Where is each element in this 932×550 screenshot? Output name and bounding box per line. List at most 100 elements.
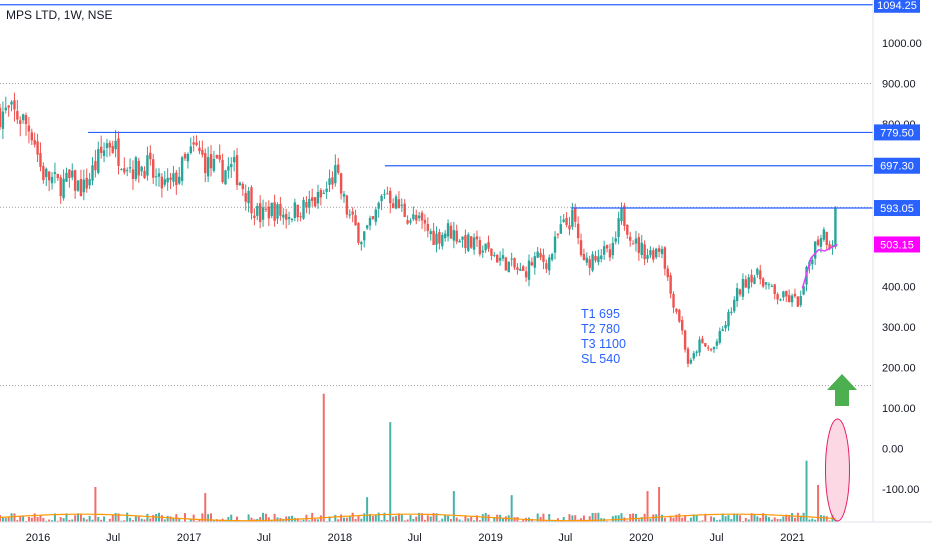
- annotation-line: T1 695: [581, 307, 620, 321]
- candle-body: [565, 217, 568, 225]
- volume-bar: [152, 515, 155, 522]
- volume-bar: [741, 520, 744, 522]
- volume-bar: [293, 517, 296, 522]
- volume-bar: [441, 518, 444, 522]
- volume-bar: [819, 515, 822, 522]
- candle-body: [556, 234, 560, 236]
- candle-body: [423, 219, 427, 224]
- candle-body: [568, 225, 571, 230]
- volume-bar: [562, 517, 565, 522]
- candle-body: [643, 244, 646, 260]
- volume-bar: [802, 512, 805, 522]
- candle-body: [111, 146, 114, 153]
- candle-body: [574, 208, 577, 222]
- candle-body: [446, 223, 450, 237]
- candle-body: [672, 293, 675, 308]
- volume-bar: [403, 520, 406, 522]
- candle-body: [776, 294, 779, 300]
- candle-body: [707, 347, 710, 349]
- volume-bar: [369, 514, 372, 522]
- candle-body: [189, 146, 192, 154]
- candle-body: [224, 170, 227, 185]
- volume-ma: [0, 513, 836, 522]
- candle-body: [287, 217, 291, 220]
- volume-bar: [42, 517, 45, 522]
- candle-body: [279, 203, 282, 216]
- volume-bar: [91, 519, 94, 522]
- candle-body: [741, 279, 745, 297]
- volume-bar: [646, 491, 649, 522]
- candle-body: [553, 236, 557, 253]
- candle-body: [313, 197, 317, 207]
- time-tick-label: 2018: [328, 532, 352, 544]
- candle-body: [660, 249, 664, 255]
- candle-body: [490, 248, 493, 256]
- volume-bar: [262, 512, 265, 522]
- candle-body: [773, 284, 776, 295]
- time-tick-label: Jul: [558, 532, 572, 544]
- candle-body: [204, 153, 207, 174]
- ellipse-shape: [824, 418, 850, 522]
- annotation-line: T2 780: [581, 322, 620, 336]
- volume-bar: [201, 513, 204, 522]
- candle-body: [308, 199, 311, 208]
- volume-bar: [316, 519, 319, 522]
- volume-bar: [747, 519, 750, 522]
- volume-bar: [429, 516, 432, 522]
- candle-body: [426, 223, 430, 231]
- volume-bar: [348, 515, 351, 522]
- candle-body: [420, 212, 424, 221]
- candle-body: [767, 284, 771, 286]
- candle-body: [744, 279, 748, 288]
- volume-bar: [475, 515, 478, 522]
- volume-bar: [449, 519, 452, 522]
- volume-bar: [137, 516, 140, 522]
- candle-body: [120, 169, 123, 171]
- annotation-line: T3 1100: [581, 337, 626, 351]
- volume-bar: [799, 515, 802, 522]
- volume-bar: [342, 517, 345, 522]
- candle-body: [666, 268, 669, 278]
- candle-body: [828, 244, 831, 249]
- candle-body: [461, 236, 464, 240]
- volume-bar: [421, 513, 424, 522]
- candle-body: [403, 203, 406, 218]
- candle-body: [545, 263, 548, 269]
- candle-body: [724, 324, 727, 329]
- level-price-label-bg: [874, 200, 920, 217]
- candle-body: [123, 168, 126, 173]
- candle-body: [209, 153, 213, 169]
- volume-bar: [438, 520, 441, 522]
- volume-bar: [565, 520, 568, 522]
- candle-body: [79, 179, 83, 197]
- candle-body: [273, 202, 276, 221]
- volume-bar: [444, 514, 447, 522]
- candle-body: [513, 257, 516, 268]
- candle-body: [186, 153, 190, 162]
- volume-bar: [308, 520, 311, 522]
- volume-bar: [155, 513, 158, 522]
- candle-body: [527, 260, 531, 280]
- candle-body: [192, 142, 195, 145]
- candle-body: [299, 216, 302, 218]
- volume-bar: [328, 516, 331, 522]
- volume-bar: [39, 515, 42, 522]
- candle-body: [322, 192, 325, 194]
- candle-body: [65, 172, 68, 182]
- time-tick-label: Jul: [257, 532, 271, 544]
- candle-body: [276, 204, 279, 219]
- candle-body: [634, 238, 638, 244]
- candle-body: [241, 184, 245, 190]
- candle-body: [663, 247, 667, 269]
- candle-body: [600, 255, 603, 260]
- candle-body: [579, 240, 583, 256]
- candle-body: [334, 165, 337, 184]
- candle-body: [140, 166, 143, 172]
- candle-body: [533, 256, 536, 268]
- volume-bar: [210, 513, 213, 522]
- volume-bar: [371, 515, 374, 522]
- volume-bar: [658, 487, 661, 522]
- candle-body: [406, 220, 409, 224]
- candle-body: [19, 120, 22, 124]
- candle-body: [169, 177, 172, 180]
